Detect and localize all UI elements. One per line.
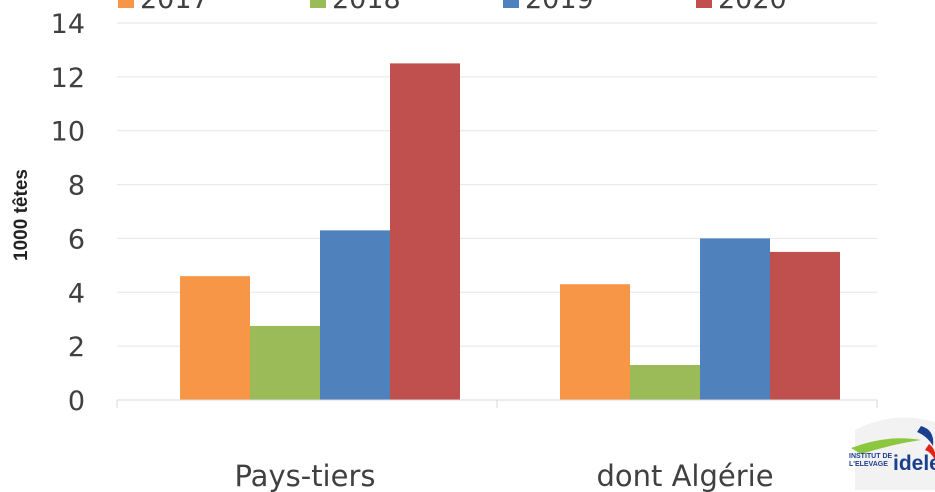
legend-swatch-2017: [118, 0, 134, 8]
y-tick-label: 12: [51, 63, 85, 94]
y-tick-label: 0: [68, 386, 85, 417]
y-tick-label: 4: [68, 278, 85, 309]
legend-label-2019: 2019: [525, 0, 594, 15]
legend-label-2018: 2018: [332, 0, 401, 15]
legend-swatch-2018: [310, 0, 326, 8]
y-tick-label: 14: [51, 9, 85, 40]
bar-2017-dont-algérie: [560, 284, 630, 400]
bar-2020-dont-algérie: [770, 251, 840, 400]
bar-2018-pays-tiers: [250, 325, 320, 400]
x-category-label: Pays-tiers: [235, 459, 376, 492]
legend-label-2020: 2020: [718, 0, 787, 15]
legend-swatch-2020: [696, 0, 712, 8]
bars: [116, 63, 878, 408]
bar-2019-dont-algérie: [700, 238, 770, 400]
idele-logo: INSTITUT DE L'ELEVAGE idele: [849, 417, 935, 490]
y-axis-label: 1000 têtes: [11, 169, 32, 261]
bar-2017-pays-tiers: [180, 276, 250, 400]
legend: 2017 2018 2019 2020: [118, 0, 787, 15]
legend-swatch-2019: [503, 0, 519, 8]
logo-line2: L'ELEVAGE: [849, 461, 888, 468]
bar-2020-pays-tiers: [390, 63, 460, 401]
bar-2019-pays-tiers: [320, 230, 390, 400]
logo-line1: INSTITUT DE: [849, 453, 892, 460]
y-axis-ticks: 0 2 4 6 8 10 12 14: [51, 9, 85, 417]
y-tick-label: 10: [51, 117, 85, 148]
x-category-label: dont Algérie: [596, 459, 773, 492]
logo-brand: idele: [893, 452, 935, 475]
bar-2018-dont-algérie: [630, 364, 700, 400]
legend-label-2017: 2017: [140, 0, 209, 15]
y-tick-label: 2: [68, 332, 85, 363]
y-tick-label: 8: [68, 171, 85, 202]
x-axis-categories: Pays-tiers dont Algérie: [235, 459, 774, 492]
y-tick-label: 6: [68, 224, 85, 255]
